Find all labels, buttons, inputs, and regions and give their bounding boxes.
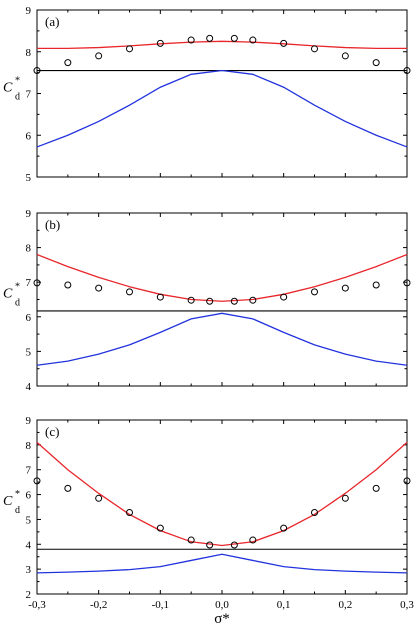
x-tick-label: 0,0 bbox=[215, 599, 229, 611]
data-point bbox=[206, 297, 214, 305]
data-point bbox=[280, 293, 288, 301]
red-curve bbox=[37, 40, 407, 50]
blue-curve bbox=[36, 312, 408, 366]
y-tick-label: 2 bbox=[26, 589, 32, 601]
data-point bbox=[126, 508, 133, 516]
data-point bbox=[156, 524, 164, 532]
data-point bbox=[230, 34, 238, 42]
y-tick-label: 4 bbox=[26, 381, 32, 393]
y-axis-label-main: C bbox=[3, 287, 13, 302]
data-point bbox=[280, 39, 288, 47]
plot-frame bbox=[36, 9, 408, 178]
y-tick-label: 6 bbox=[26, 130, 32, 142]
data-point bbox=[156, 39, 164, 47]
x-tick-label: -0,2 bbox=[90, 599, 107, 611]
data-point bbox=[341, 52, 349, 60]
y-axis-label-superscript: * bbox=[15, 76, 20, 87]
data-point bbox=[126, 288, 133, 296]
plot-frame bbox=[36, 212, 408, 387]
y-tick-label: 3 bbox=[26, 564, 32, 576]
red-curve bbox=[36, 253, 408, 302]
y-tick-label: 4 bbox=[26, 539, 32, 551]
y-axis-label-superscript: * bbox=[15, 282, 20, 293]
data-point bbox=[156, 293, 164, 301]
y-tick-label: 7 bbox=[26, 277, 32, 289]
data-point bbox=[187, 36, 195, 44]
panel-label: (c) bbox=[45, 424, 59, 439]
x-tick-label: 0,1 bbox=[277, 599, 291, 611]
blue-curve bbox=[36, 69, 408, 148]
data-point bbox=[230, 541, 238, 549]
red-curve bbox=[36, 441, 408, 547]
x-tick-label: -0,1 bbox=[152, 599, 169, 611]
data-point bbox=[64, 484, 72, 492]
data-point bbox=[33, 279, 41, 287]
panel-3: 2 3 4 5 6 7 8 9 -0,3 -0,2 -0,1 0,0 0,1 0,2 0,3 (c) C * d σ* bbox=[3, 415, 414, 625]
data-point bbox=[249, 36, 257, 44]
data-point bbox=[95, 52, 103, 60]
data-point bbox=[187, 536, 195, 544]
y-axis-label-subscript: d bbox=[15, 298, 20, 309]
data-point bbox=[372, 484, 380, 492]
y-tick-label: 9 bbox=[26, 415, 32, 427]
data-point bbox=[311, 45, 318, 53]
y-tick-label: 5 bbox=[26, 346, 32, 358]
data-point bbox=[311, 508, 318, 516]
y-tick-label: 5 bbox=[26, 514, 32, 526]
panel-1: 5 6 7 8 9 (a) C * d bbox=[3, 5, 411, 184]
y-axis-label-main: C bbox=[3, 494, 13, 509]
data-point bbox=[187, 296, 195, 304]
data-point bbox=[372, 281, 380, 289]
y-tick-label: 6 bbox=[26, 490, 32, 502]
data-point bbox=[403, 67, 411, 75]
y-tick-label: 5 bbox=[26, 172, 32, 184]
data-point bbox=[249, 536, 257, 544]
data-point bbox=[95, 284, 103, 292]
data-point bbox=[33, 67, 41, 75]
data-point bbox=[341, 284, 349, 292]
y-tick-label: 9 bbox=[26, 5, 32, 17]
data-point bbox=[249, 296, 257, 304]
data-point bbox=[280, 524, 288, 532]
panel-2: 4 5 6 7 8 9 (b) C * d bbox=[3, 208, 411, 393]
data-point bbox=[33, 477, 41, 485]
panel-label: (a) bbox=[45, 14, 59, 29]
x-tick-label: 0,3 bbox=[400, 599, 414, 611]
y-axis-label: C bbox=[3, 287, 13, 302]
data-point bbox=[311, 288, 318, 296]
data-point bbox=[403, 279, 411, 287]
x-tick-label: 0,2 bbox=[338, 599, 352, 611]
data-point bbox=[126, 45, 133, 53]
y-tick-label: 7 bbox=[26, 89, 32, 101]
y-axis-label: C bbox=[3, 81, 13, 96]
data-point bbox=[372, 59, 380, 67]
y-tick-label: 8 bbox=[26, 440, 32, 452]
data-point bbox=[230, 297, 238, 305]
y-tick-label: 7 bbox=[26, 465, 32, 477]
data-point bbox=[403, 477, 411, 485]
y-tick-label: 8 bbox=[26, 47, 32, 59]
y-axis-label-superscript: * bbox=[15, 489, 20, 500]
y-axis-label-main: C bbox=[3, 81, 13, 96]
data-point bbox=[206, 541, 214, 549]
y-axis-label: C bbox=[3, 494, 13, 509]
y-axis-label-subscript: d bbox=[15, 505, 20, 516]
y-tick-label: 8 bbox=[26, 243, 32, 255]
x-axis-label: σ* bbox=[214, 611, 230, 625]
data-point bbox=[64, 281, 72, 289]
panel-label: (b) bbox=[45, 217, 60, 232]
y-tick-label: 6 bbox=[26, 312, 32, 324]
data-point bbox=[206, 34, 214, 42]
y-tick-label: 9 bbox=[26, 208, 32, 220]
data-point bbox=[341, 494, 349, 502]
blue-curve bbox=[36, 553, 408, 574]
data-point bbox=[64, 59, 72, 67]
plot-frame bbox=[36, 419, 408, 595]
data-point bbox=[95, 494, 103, 502]
y-axis-label-subscript: d bbox=[15, 92, 20, 103]
x-tick-label: -0,3 bbox=[28, 599, 46, 611]
